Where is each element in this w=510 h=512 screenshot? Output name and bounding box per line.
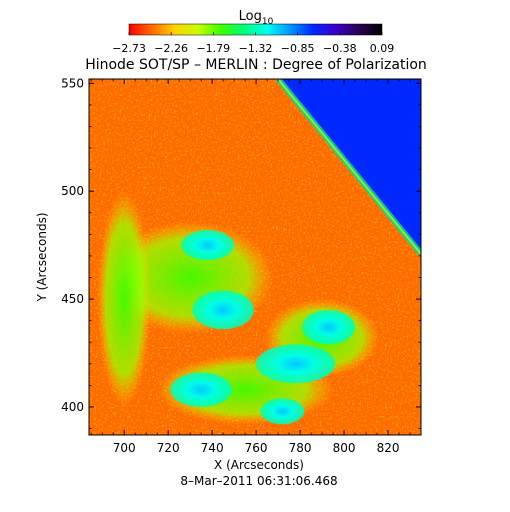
x-tick-label: 740 xyxy=(201,441,224,455)
colorbar-ticks: −2.73 −2.26 −1.79 −1.32 −0.85 −0.38 0.09 xyxy=(112,32,394,55)
x-tick-label: 800 xyxy=(333,441,356,455)
plot-area xyxy=(89,79,421,435)
y-tick-label: 500 xyxy=(61,184,84,198)
colorbar-label: Log10 xyxy=(239,9,274,27)
y-tick-label: 550 xyxy=(61,76,84,90)
plage-region xyxy=(192,290,254,330)
plage-region xyxy=(256,344,336,384)
regions-layer xyxy=(97,191,380,425)
colorbar-tick-label: 0.09 xyxy=(370,42,395,55)
colorbar-label-subscript: 10 xyxy=(262,17,274,27)
colorbar-tick-label: −2.73 xyxy=(112,42,146,55)
y-axis: 400 450 500 550 xyxy=(61,76,421,429)
plage-region xyxy=(170,372,232,407)
x-axis: 700 720 740 760 780 800 820 xyxy=(90,79,422,455)
plot-frame xyxy=(88,78,422,436)
colorbar-tick-label: −0.38 xyxy=(323,42,357,55)
x-tick-label: 720 xyxy=(157,441,180,455)
colorbar-tick-label: −2.26 xyxy=(154,42,188,55)
colorbar-tick-label: −1.32 xyxy=(239,42,273,55)
colorbar: Log10 −2.73 −2.26 −1.79 −1.32 −0.85 −0.38 0.09 xyxy=(112,9,394,55)
network-region xyxy=(97,191,151,407)
y-tick-label: 400 xyxy=(61,400,84,414)
chart-title: Hinode SOT/SP – MERLIN : Degree of Polar… xyxy=(85,57,427,73)
x-tick-label: 760 xyxy=(245,441,268,455)
x-tick-label: 780 xyxy=(289,441,312,455)
x-tick-label: 700 xyxy=(113,441,136,455)
plage-region xyxy=(260,398,305,425)
y-axis-label: Y (Arcseconds) xyxy=(35,212,49,302)
colorbar-label-base: Log xyxy=(239,9,262,24)
solar-limb-edge xyxy=(277,79,421,255)
plage-region xyxy=(181,230,235,261)
colorbar-tick-label: −1.79 xyxy=(196,42,230,55)
plage-region xyxy=(302,309,356,345)
x-axis-label: X (Arcseconds) xyxy=(214,458,304,472)
y-tick-label: 450 xyxy=(61,292,84,306)
colorbar-tick-label: −0.85 xyxy=(281,42,315,55)
x-tick-label: 820 xyxy=(377,441,400,455)
observation-date: 8–Mar–2011 06:31:06.468 xyxy=(180,474,337,488)
